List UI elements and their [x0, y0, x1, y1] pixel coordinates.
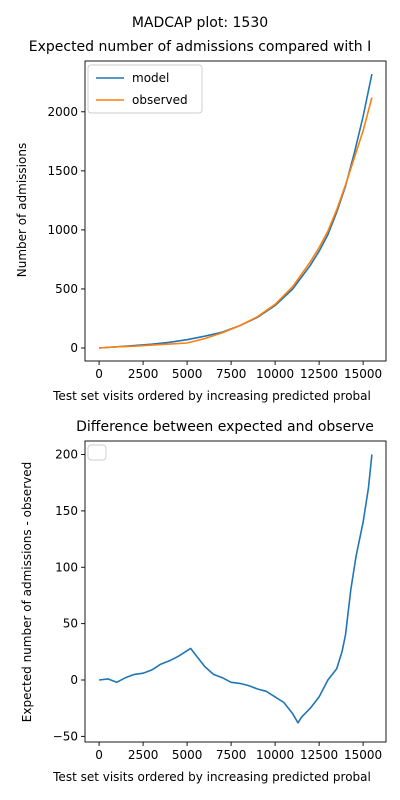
- top-chart-title: Expected number of admissions compared w…: [29, 39, 372, 55]
- x-tick-label: 0: [95, 748, 103, 762]
- y-tick-label: 50: [63, 617, 78, 631]
- plot-frame: [85, 441, 386, 742]
- y-tick-label: 2000: [47, 105, 78, 119]
- x-tick-label: 12500: [300, 748, 338, 762]
- x-tick-label: 7500: [216, 367, 247, 381]
- y-tick-label: 150: [55, 504, 78, 518]
- y-tick-label: 0: [70, 341, 78, 355]
- x-tick-label: 5000: [172, 367, 203, 381]
- top-chart-series: [99, 74, 372, 348]
- legend-label: observed: [132, 93, 188, 107]
- x-tick-label: 12500: [300, 367, 338, 381]
- x-tick-label: 10000: [256, 367, 294, 381]
- series-line-observed: [99, 98, 372, 348]
- x-tick-label: 10000: [256, 748, 294, 762]
- top-chart: Expected number of admissions compared w…: [15, 39, 386, 403]
- y-tick-label: 0: [70, 673, 78, 687]
- x-tick-label: 0: [95, 367, 103, 381]
- series-line-series-0: [99, 455, 372, 723]
- x-tick-label: 2500: [128, 748, 159, 762]
- y-tick-label: 1500: [47, 164, 78, 178]
- bottom-chart-ylabel: Expected number of admissions - observed: [20, 462, 34, 722]
- bottom-chart-legend: [88, 445, 106, 460]
- y-tick-label: 100: [55, 560, 78, 574]
- top-chart-xlabel: Test set visits ordered by increasing pr…: [52, 389, 371, 403]
- y-tick-label: 200: [55, 448, 78, 462]
- bottom-chart-xlabel: Test set visits ordered by increasing pr…: [52, 770, 371, 784]
- bottom-chart-axes: 0 2500 5000 7500 10000 12500 15000 −50 0 50 100 150…: [53, 441, 386, 762]
- bottom-chart-series: [99, 455, 372, 723]
- figure-suptitle: MADCAP plot: 1530: [132, 15, 268, 31]
- legend-box-empty: [88, 445, 106, 460]
- bottom-chart: Difference between expected and observe …: [20, 419, 386, 784]
- top-chart-ylabel: Number of admissions: [15, 143, 29, 277]
- x-tick-label: 7500: [216, 748, 247, 762]
- x-tick-label: 5000: [172, 748, 203, 762]
- y-tick-label: −50: [53, 729, 78, 743]
- x-tick-label: 15000: [344, 367, 382, 381]
- y-tick-label: 1000: [47, 223, 78, 237]
- series-line-model: [99, 74, 372, 348]
- top-chart-legend: model observed: [88, 65, 202, 113]
- bottom-chart-title: Difference between expected and observe: [76, 419, 374, 435]
- y-tick-label: 500: [55, 282, 78, 296]
- legend-label: model: [132, 71, 169, 85]
- x-tick-label: 2500: [128, 367, 159, 381]
- x-tick-label: 15000: [344, 748, 382, 762]
